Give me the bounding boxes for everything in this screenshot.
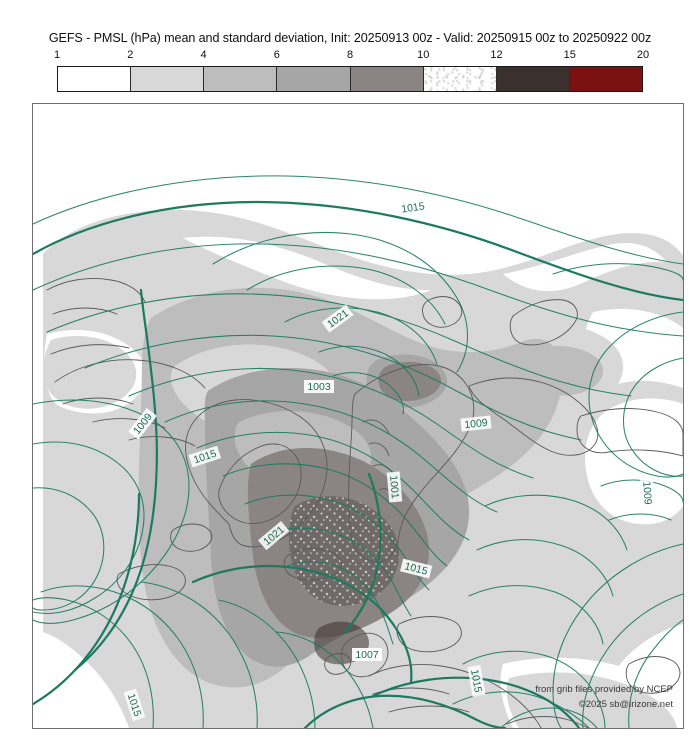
coast-black-sea xyxy=(506,716,590,728)
coast-novaya-zemlya xyxy=(509,299,578,346)
coast-canada-arctic xyxy=(50,344,206,447)
colorbar-tick-12: 12 xyxy=(490,49,503,61)
contours-bold xyxy=(33,200,683,728)
coast-scandinavia xyxy=(348,364,475,563)
colorbar-tick-1: 1 xyxy=(53,49,61,61)
colorbar-tick-4: 4 xyxy=(200,49,207,61)
svg-text:1003: 1003 xyxy=(307,381,331,393)
svg-text:1001: 1001 xyxy=(387,475,401,499)
stddev-dark-oval-north-core xyxy=(378,361,441,402)
contour-label-1015-south: 1015 xyxy=(467,665,486,697)
svg-text:1015: 1015 xyxy=(468,668,484,693)
colorbar-tick-8: 8 xyxy=(346,49,354,61)
stddev-blob-se xyxy=(506,672,677,728)
coast-russia-east xyxy=(576,408,683,457)
coast-canada-islands xyxy=(170,523,213,552)
stddev-hole-southwest xyxy=(33,664,109,728)
svg-text:1009: 1009 xyxy=(464,417,489,431)
colorbar-segment-6-8 xyxy=(277,67,351,91)
colorbar-segment-12-15 xyxy=(496,67,570,91)
colorbar-tick-6: 6 xyxy=(273,49,280,61)
coast-ireland xyxy=(324,653,351,675)
stddev-blob-greenland-w xyxy=(43,336,137,409)
pmsl-contour-layer xyxy=(33,175,683,728)
contours-thin xyxy=(33,175,683,728)
colorbar-segment-15-20 xyxy=(569,67,642,91)
svg-text:1015: 1015 xyxy=(401,200,426,215)
colorbar: 1 2 4 6 8 10 12 15 20 xyxy=(53,49,649,95)
colorbar-tick-15: 15 xyxy=(563,49,576,61)
coast-norway-fjords xyxy=(362,419,398,501)
colorbar-tick-20: 20 xyxy=(636,49,650,61)
attribution-source: from grib files provided by NCEP xyxy=(535,684,673,695)
coast-russia-north xyxy=(468,377,599,456)
colorbar-segment-4-6 xyxy=(204,67,278,91)
colorbar-tick-2: 2 xyxy=(127,49,134,61)
colorbar-segment-8-10 xyxy=(350,67,424,91)
contour-label-layer: 1015 1021 1003 1009 xyxy=(123,198,656,722)
contour-label-1001: 1001 xyxy=(386,471,403,503)
contour-label-1015-top: 1015 xyxy=(397,198,429,217)
coast-labrador xyxy=(116,564,186,601)
coast-caspian xyxy=(625,656,681,694)
colorbar-tick-labels: 1 2 4 6 8 10 12 15 20 xyxy=(53,49,649,65)
colorbar-segment-10-12 xyxy=(423,67,497,91)
coast-greenland-inner xyxy=(218,443,302,524)
stddev-hole-east xyxy=(503,242,667,292)
coast-baltic xyxy=(396,616,462,653)
contour-label-1015-central: 1015 xyxy=(399,558,433,579)
contour-label-1003: 1003 xyxy=(304,380,334,393)
contour-label-1009-east: 1009 xyxy=(639,477,656,509)
colorbar-tick-10: 10 xyxy=(417,49,430,61)
stddev-blob-east-core xyxy=(520,345,604,396)
colorbar-segment-2-4 xyxy=(131,67,205,91)
svg-text:1007: 1007 xyxy=(355,649,379,661)
svg-text:1015: 1015 xyxy=(403,560,429,577)
colorbar-segment-1-2 xyxy=(58,67,132,91)
colorbar-gradient xyxy=(57,66,643,92)
page-title: GEFS - PMSL (hPa) mean and standard devi… xyxy=(48,31,652,45)
contour-label-1009-center: 1009 xyxy=(460,415,492,432)
coast-alaska xyxy=(46,278,146,315)
coast-iceland xyxy=(283,548,342,581)
coast-svalbard xyxy=(422,296,463,328)
contour-label-1007: 1007 xyxy=(352,648,382,661)
coast-british-isles xyxy=(341,632,389,678)
stddev-band-10-12 xyxy=(289,496,400,606)
attribution-copyright: ©2025 sb@irizone.net xyxy=(578,699,673,710)
map-panel[interactable]: 1015 1021 1003 1009 xyxy=(32,103,684,729)
svg-text:1009: 1009 xyxy=(640,481,654,505)
pmsl-contour-map: 1015 1021 1003 1009 xyxy=(33,104,683,728)
